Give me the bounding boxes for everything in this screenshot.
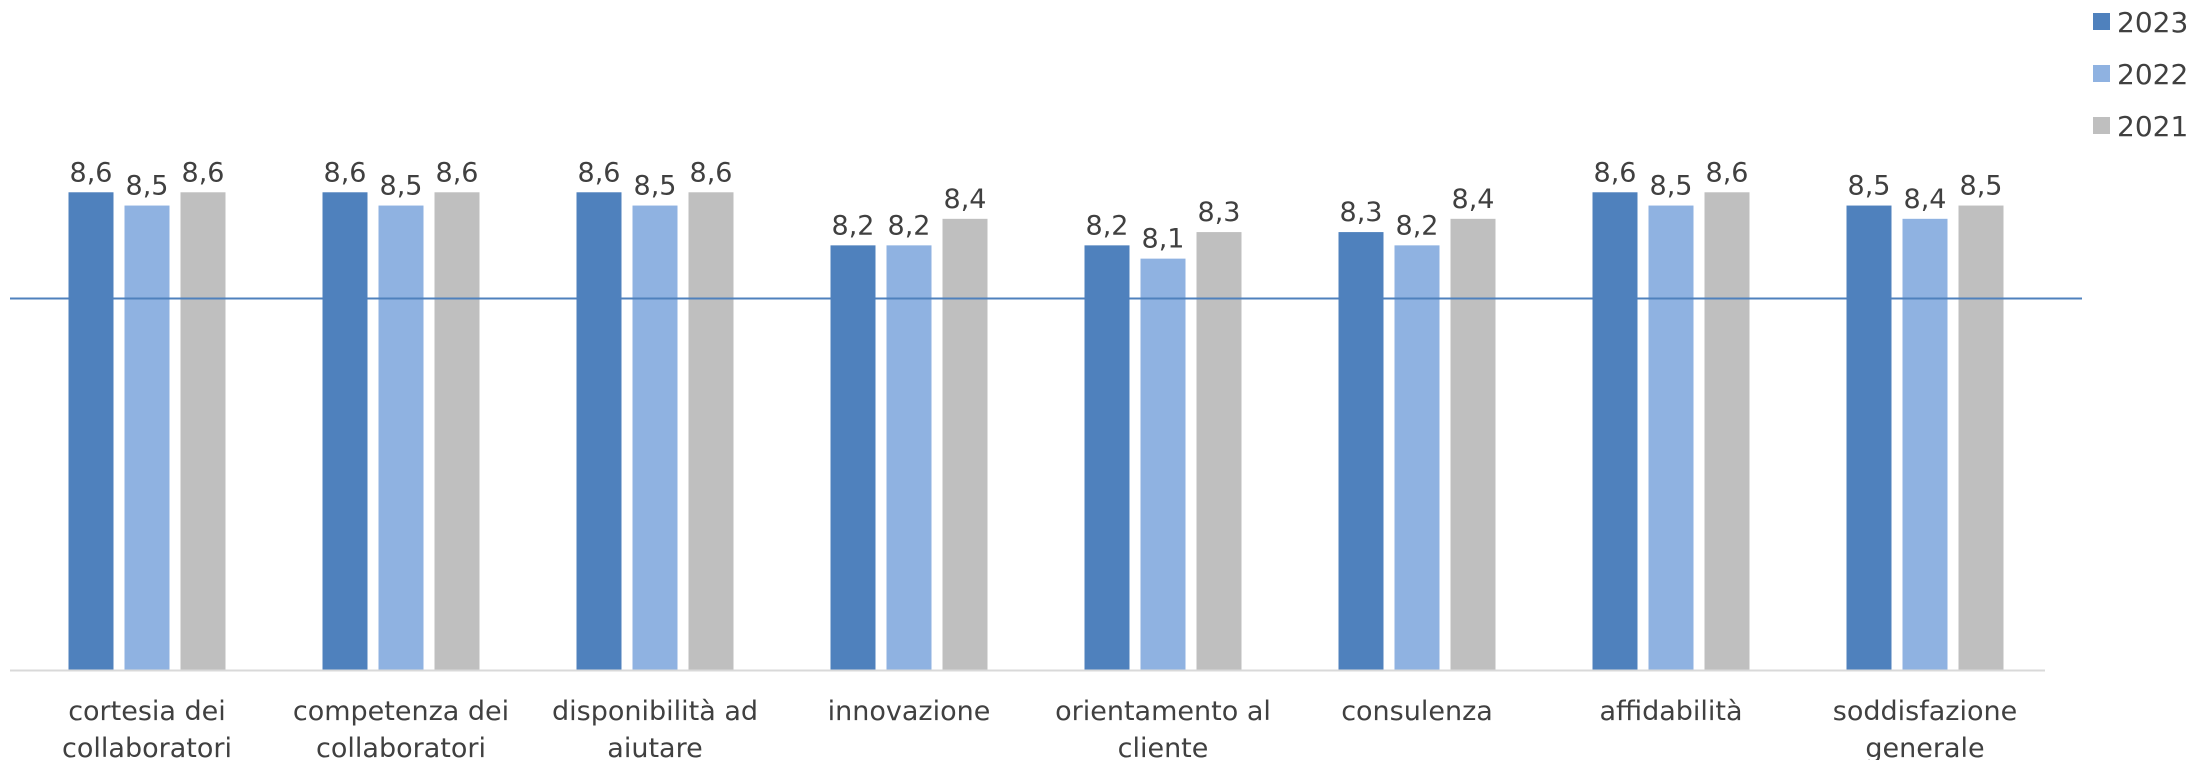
category-label-2-line-1: aiutare	[607, 733, 702, 760]
data-label-2023-5: 8,3	[1340, 197, 1383, 228]
data-label-2021-0: 8,6	[182, 157, 225, 188]
category-label-0-line-1: collaboratori	[62, 733, 232, 760]
bar-2023-3	[830, 245, 876, 671]
data-label-2021-2: 8,6	[690, 157, 733, 188]
legend-swatch-2021	[2093, 117, 2110, 134]
legend-label-2023: 2023	[2117, 6, 2188, 39]
data-label-2021-3: 8,4	[944, 184, 987, 215]
bar-2023-0	[68, 192, 114, 670]
data-label-2022-4: 8,1	[1142, 224, 1185, 255]
data-label-2023-3: 8,2	[832, 210, 875, 241]
data-label-2023-7: 8,5	[1848, 171, 1891, 202]
data-label-2022-3: 8,2	[888, 210, 931, 241]
data-label-2022-6: 8,5	[1650, 171, 1693, 202]
data-label-2023-4: 8,2	[1086, 210, 1129, 241]
category-label-4-line-0: orientamento al	[1055, 696, 1271, 727]
bar-2022-4	[1140, 258, 1186, 670]
data-label-2023-0: 8,6	[70, 157, 113, 188]
bar-2021-0	[180, 192, 226, 670]
bar-2023-1	[322, 192, 368, 670]
bar-2022-6	[1648, 205, 1694, 671]
bar-2021-4	[1196, 232, 1242, 670]
category-label-2-line-0: disponibilità ad	[552, 696, 758, 727]
bar-2023-6	[1592, 192, 1638, 670]
data-label-2023-6: 8,6	[1594, 157, 1637, 188]
category-label-4-line-1: cliente	[1118, 733, 1209, 760]
bar-2023-2	[576, 192, 622, 670]
bar-2021-2	[688, 192, 734, 670]
category-label-7-line-1: generale	[1865, 733, 1984, 760]
data-label-2022-2: 8,5	[634, 171, 677, 202]
bar-2022-1	[378, 205, 424, 671]
data-label-2022-1: 8,5	[380, 171, 423, 202]
category-label-6-line-0: affidabilità	[1599, 696, 1742, 727]
bar-2023-5	[1338, 232, 1384, 670]
bar-2021-5	[1450, 218, 1496, 670]
bar-2022-3	[886, 245, 932, 671]
bar-2022-5	[1394, 245, 1440, 671]
bar-2022-7	[1902, 218, 1948, 670]
data-label-2022-0: 8,5	[126, 171, 169, 202]
bar-2023-4	[1084, 245, 1130, 671]
category-label-7-line-0: soddisfazione	[1833, 696, 2017, 727]
bar-2023-7	[1846, 205, 1892, 671]
category-label-1-line-1: collaboratori	[316, 733, 486, 760]
category-label-1-line-0: competenza dei	[293, 696, 509, 727]
data-label-2021-7: 8,5	[1960, 171, 2003, 202]
category-label-0-line-0: cortesia dei	[68, 696, 226, 727]
data-label-2021-6: 8,6	[1706, 157, 1749, 188]
legend-label-2022: 2022	[2117, 58, 2188, 91]
data-label-2023-1: 8,6	[324, 157, 367, 188]
category-label-5-line-0: consulenza	[1341, 696, 1493, 727]
data-label-2023-2: 8,6	[578, 157, 621, 188]
bar-2021-7	[1958, 205, 2004, 671]
data-label-2022-5: 8,2	[1396, 210, 1439, 241]
bar-2021-3	[942, 218, 988, 670]
data-label-2021-5: 8,4	[1452, 184, 1495, 215]
bar-2022-0	[124, 205, 170, 671]
legend-swatch-2023	[2093, 13, 2110, 30]
bar-2021-6	[1704, 192, 1750, 670]
data-label-2021-1: 8,6	[436, 157, 479, 188]
data-label-2021-4: 8,3	[1198, 197, 1241, 228]
legend-label-2021: 2021	[2117, 110, 2188, 143]
legend-swatch-2022	[2093, 65, 2110, 82]
bar-2022-2	[632, 205, 678, 671]
data-label-2022-7: 8,4	[1904, 184, 1947, 215]
category-label-3-line-0: innovazione	[828, 696, 991, 727]
bar-2021-1	[434, 192, 480, 670]
